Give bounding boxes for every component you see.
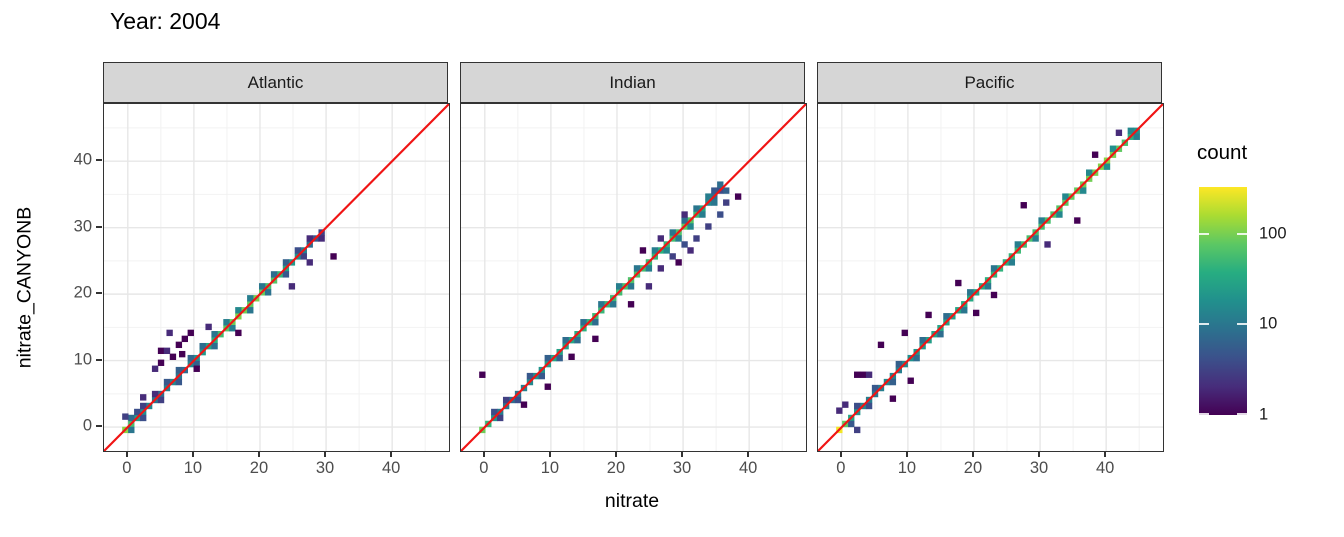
panel-canvas-indian [461, 104, 806, 451]
x-tick-label: 40 [738, 459, 758, 477]
panel-atlantic [103, 103, 450, 452]
y-tick-mark [96, 425, 102, 428]
y-tick-label: 10 [73, 350, 92, 369]
legend-tick-mark [1199, 413, 1209, 415]
y-tick-label: 40 [73, 150, 92, 169]
panel-indian [460, 103, 807, 452]
x-tick-label: 0 [122, 459, 132, 477]
x-tick-mark [614, 451, 617, 457]
y-tick-mark [96, 159, 102, 162]
panel-canvas-pacific [818, 104, 1163, 451]
x-tick-mark [125, 451, 128, 457]
plot-title: Year: 2004 [110, 8, 221, 34]
x-tick-mark [482, 451, 485, 457]
facet-strip-indian: Indian [460, 62, 805, 103]
facet-strip-label: Atlantic [247, 72, 304, 92]
x-tick-label: 20 [606, 459, 626, 477]
x-tick-mark [747, 451, 750, 457]
facet-strip-pacific: Pacific [817, 62, 1162, 103]
x-tick-label: 0 [479, 459, 489, 477]
legend-tick-label: 100 [1259, 224, 1287, 243]
x-tick-label: 40 [381, 459, 401, 477]
panel-pacific [817, 103, 1164, 452]
x-tick-mark [257, 451, 260, 457]
x-tick-label: 30 [315, 459, 335, 477]
legend-tick-mark [1237, 232, 1247, 235]
facet-strip-label: Pacific [964, 72, 1015, 92]
x-tick-mark [324, 451, 327, 457]
x-tick-label: 40 [1095, 459, 1115, 477]
x-tick-mark [905, 451, 908, 457]
legend-tick-label: 10 [1259, 314, 1278, 333]
x-tick-mark [390, 451, 393, 457]
x-tick-label: 30 [672, 459, 692, 477]
legend-gradient-bar [1199, 187, 1247, 415]
y-tick-label: 20 [73, 283, 92, 302]
x-tick-mark [681, 451, 684, 457]
y-tick-mark [96, 225, 102, 228]
legend-tick-mark [1199, 323, 1209, 326]
x-tick-label: 20 [249, 459, 269, 477]
y-tick-label: 30 [73, 217, 92, 236]
x-tick-label: 10 [183, 459, 203, 477]
legend-tick-label: 1 [1259, 405, 1269, 424]
x-tick-mark [1038, 451, 1041, 457]
x-tick-label: 10 [540, 459, 560, 477]
x-tick-mark [548, 451, 551, 457]
x-axis-title: nitrate [604, 490, 660, 512]
y-tick-label: 0 [82, 416, 92, 435]
x-tick-label: 30 [1029, 459, 1049, 477]
facet-strip-atlantic: Atlantic [103, 62, 448, 103]
x-tick-mark [191, 451, 194, 457]
x-tick-mark [839, 451, 842, 457]
x-tick-mark [971, 451, 974, 457]
y-axis-title: nitrate_CANYONB [13, 206, 36, 369]
y-tick-mark [96, 292, 102, 295]
x-tick-label: 0 [836, 459, 846, 477]
legend-tick-mark [1199, 232, 1209, 235]
legend-tick-mark [1237, 323, 1247, 326]
legend-title: count [1197, 141, 1248, 164]
x-tick-label: 20 [963, 459, 983, 477]
x-tick-label: 10 [897, 459, 917, 477]
legend-tick-mark [1237, 413, 1247, 415]
panel-canvas-atlantic [104, 104, 449, 451]
x-tick-mark [1104, 451, 1107, 457]
y-tick-mark [96, 358, 102, 361]
facet-strip-label: Indian [609, 72, 656, 92]
